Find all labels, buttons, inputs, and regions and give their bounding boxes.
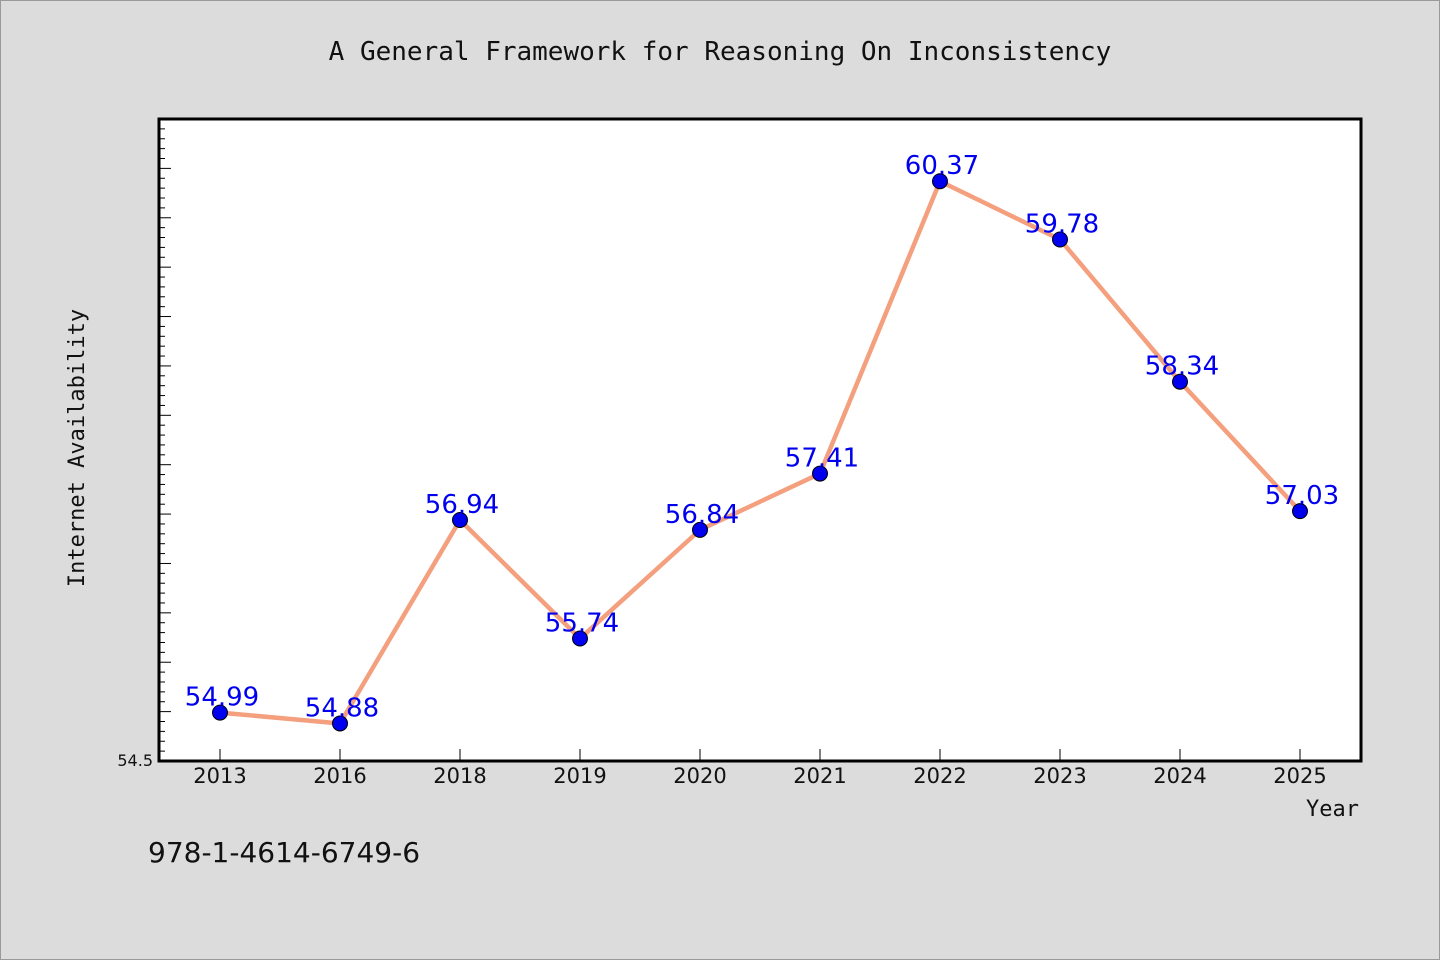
data-label: 54.99	[185, 683, 259, 713]
x-tick-label: 2021	[793, 764, 846, 788]
y-axis-label: Internet Availability	[65, 309, 90, 587]
data-point	[212, 704, 228, 721]
data-point	[1052, 231, 1068, 248]
x-tick-label: 2019	[553, 764, 606, 788]
data-point	[452, 512, 468, 529]
data-markers	[212, 173, 1308, 732]
x-axis-ticks: 2013 2016 2018 2019 2020 2021 2022 2023 2024 2025	[193, 749, 1327, 788]
data-point	[1292, 503, 1308, 520]
data-point	[572, 630, 588, 647]
data-label: 54.88	[305, 693, 379, 723]
data-label: 56.94	[425, 490, 499, 520]
x-axis-label: Year	[1306, 797, 1359, 822]
isbn-text: 978-1-4614-6749-6	[148, 836, 420, 869]
x-tick-label: 2013	[193, 764, 246, 788]
plot-area	[157, 117, 1363, 763]
series-line	[217, 178, 1303, 726]
y-axis-ticks: 54.5	[117, 118, 171, 770]
chart-title: A General Framework for Reasoning On Inc…	[329, 37, 1112, 67]
x-tick-label: 2018	[433, 764, 486, 788]
x-tick-label: 2022	[913, 764, 966, 788]
data-label: 58.34	[1145, 352, 1219, 382]
data-label: 57.41	[785, 444, 859, 474]
x-tick-label: 2025	[1273, 764, 1326, 788]
data-label: 56.84	[665, 500, 739, 530]
data-point	[932, 173, 948, 190]
y-tick-label: 54.5	[117, 751, 153, 770]
x-tick-label: 2024	[1153, 764, 1206, 788]
data-label: 60.37	[905, 151, 979, 181]
data-labels: 54.99 54.88 56.94 55.74 56.84 57.41 60.37 59.78…	[185, 151, 1339, 723]
data-label: 57.03	[1265, 481, 1339, 511]
data-label: 59.78	[1025, 209, 1099, 239]
series-line-group	[217, 178, 1303, 726]
data-point	[812, 465, 828, 482]
data-point	[1172, 373, 1188, 390]
x-tick-label: 2016	[313, 764, 366, 788]
x-tick-label: 2023	[1033, 764, 1086, 788]
x-tick-label: 2020	[673, 764, 726, 788]
data-point	[692, 521, 708, 538]
data-label: 55.74	[545, 609, 619, 639]
data-point	[332, 715, 348, 732]
